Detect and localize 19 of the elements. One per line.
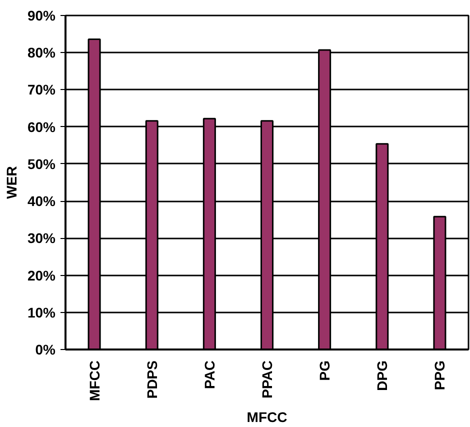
y-tick-label: 20% <box>27 267 56 284</box>
x-tick-label: PPAC <box>259 360 275 398</box>
x-tick-label: PPG <box>432 360 448 390</box>
y-tick-label: 80% <box>27 44 56 61</box>
x-tick-label: PAC <box>201 360 218 390</box>
x-axis-title: MFCC <box>246 408 288 425</box>
y-tick-label: 90% <box>27 8 56 24</box>
y-tick-label: 10% <box>27 304 56 320</box>
y-tick-label: 50% <box>27 156 56 172</box>
y-tick-label: 60% <box>27 118 56 135</box>
x-tick-label: PG <box>316 360 333 381</box>
y-axis-title: WER <box>3 166 20 199</box>
y-tick-label: 40% <box>27 193 56 210</box>
y-tick-label: 0% <box>35 342 56 358</box>
x-tick-label: PDPS <box>144 360 160 399</box>
y-tick-label: 30% <box>27 230 56 246</box>
y-tick-label: 70% <box>27 82 56 98</box>
x-tick-label: DPG <box>374 360 390 391</box>
x-tick-label: MFCC <box>86 360 102 401</box>
